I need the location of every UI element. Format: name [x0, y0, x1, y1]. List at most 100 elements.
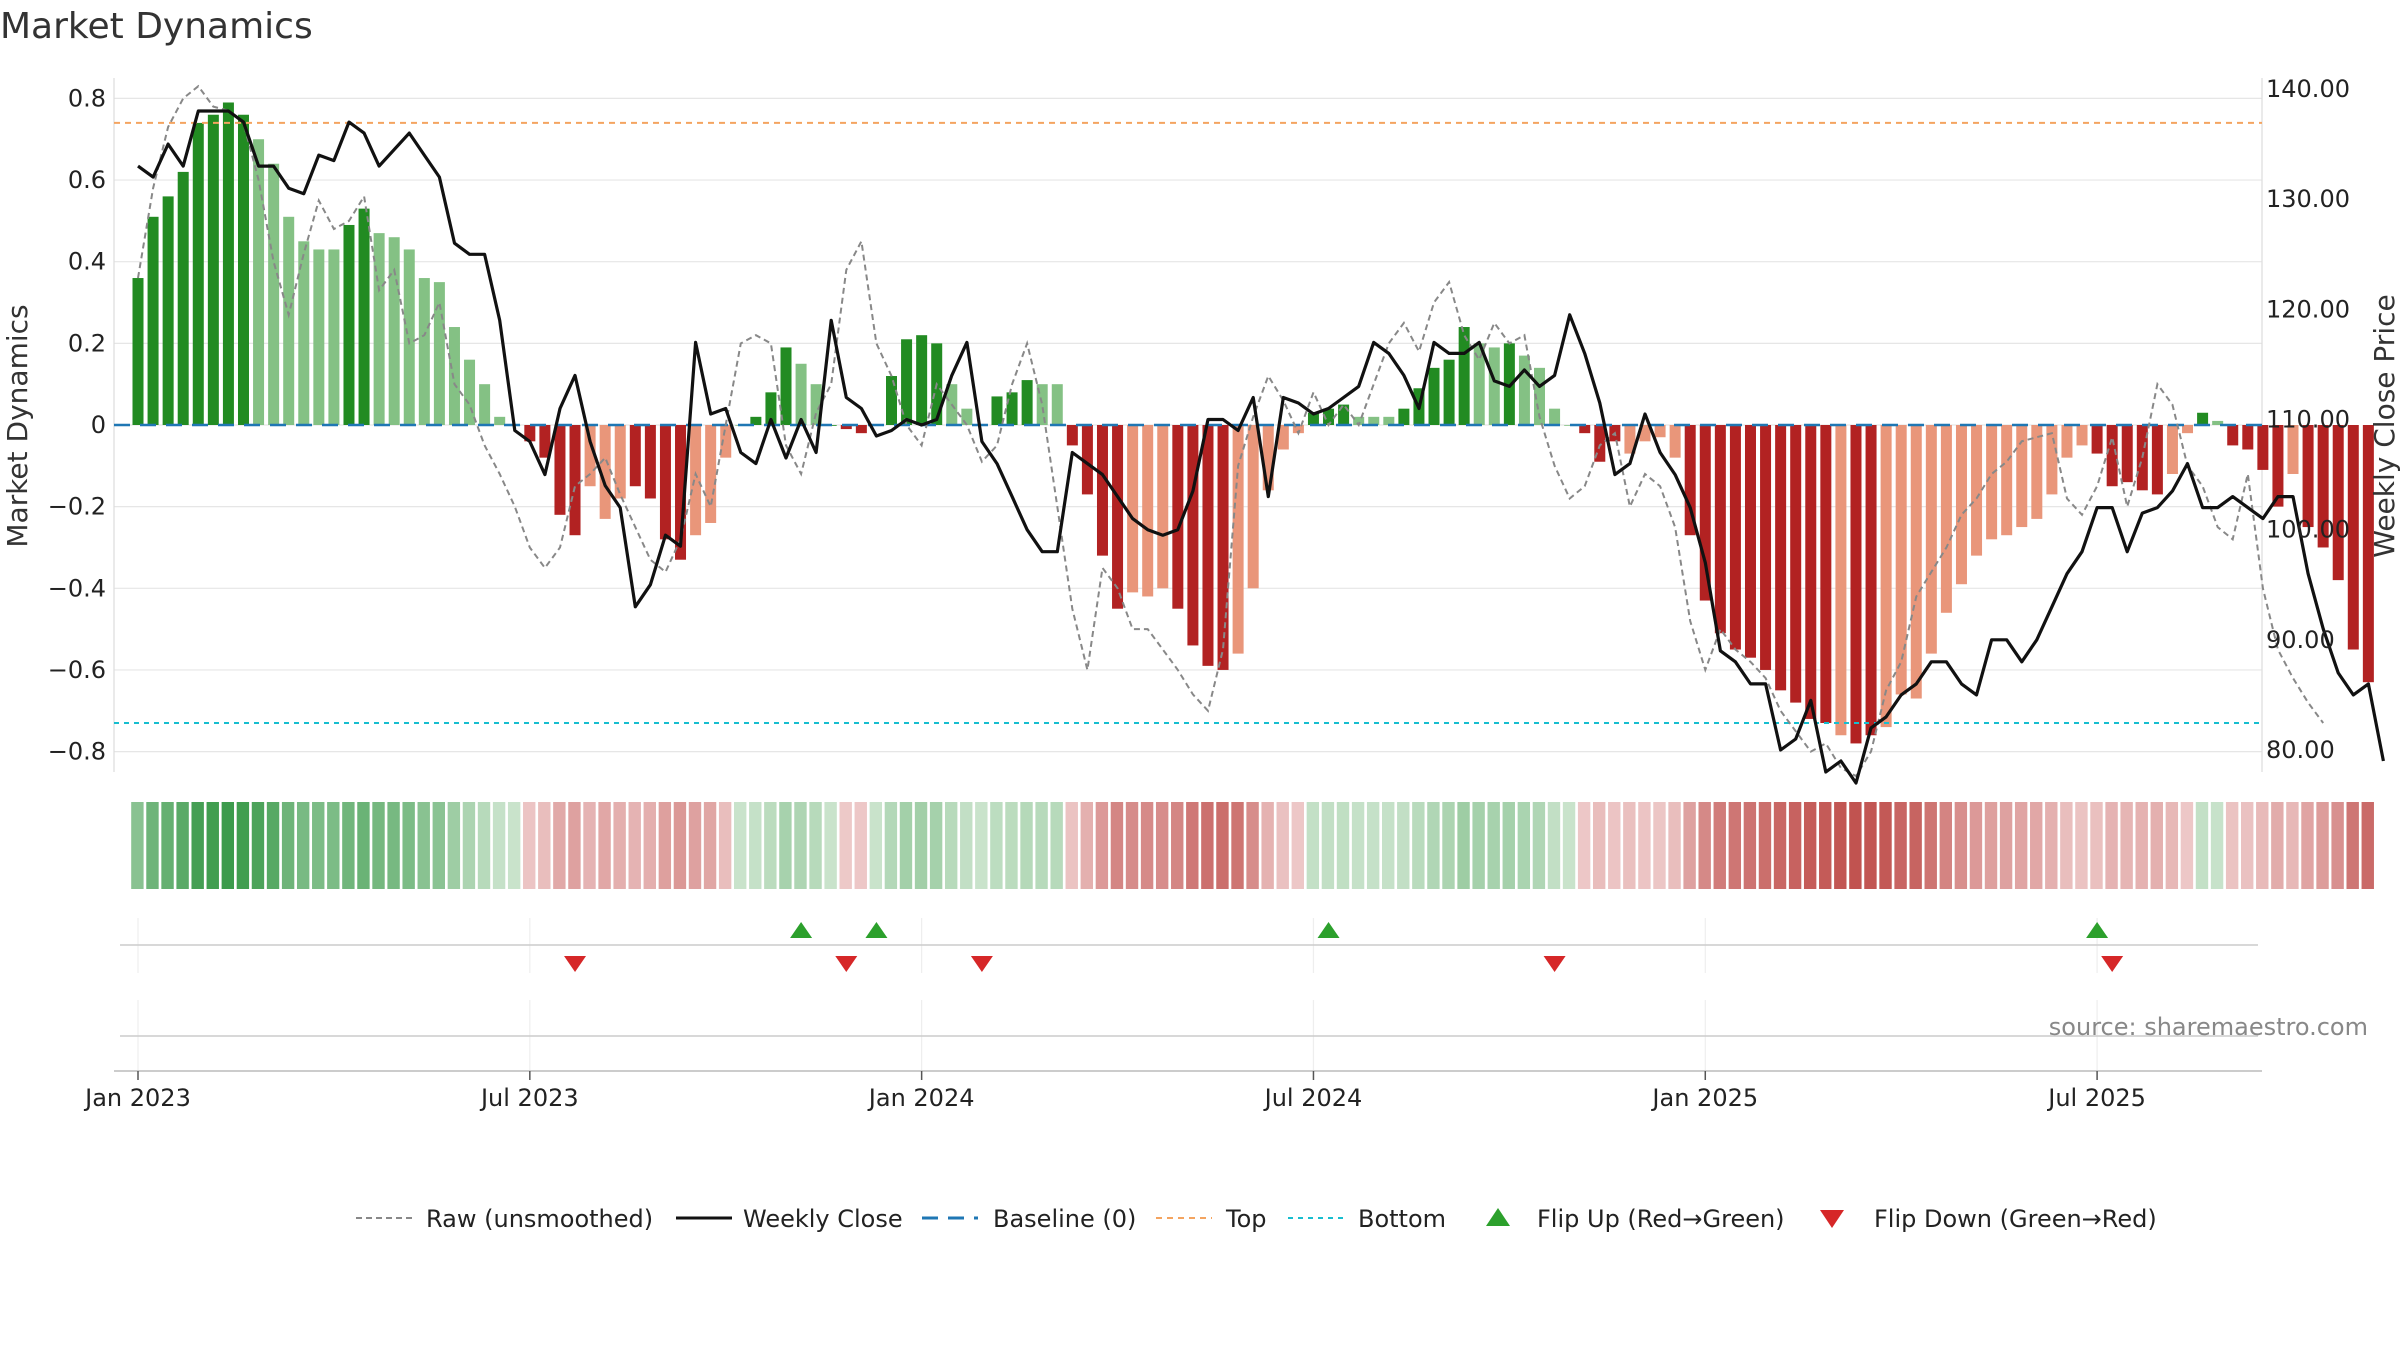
right-tick-label: 140.00	[2266, 75, 2350, 103]
regime-cell	[251, 802, 265, 889]
regime-cell	[1397, 802, 1410, 889]
bar	[1925, 425, 1937, 654]
regime-cell	[1155, 802, 1169, 889]
bar	[418, 278, 430, 425]
x-tick-label: Jul 2025	[2046, 1084, 2146, 1112]
regime-cell	[1306, 802, 1320, 889]
bar	[750, 416, 762, 425]
regime-cell	[779, 802, 792, 889]
regime-cell	[221, 802, 235, 889]
bar	[1549, 408, 1561, 425]
regime-cell	[2286, 802, 2299, 889]
bar	[1820, 425, 1832, 724]
regime-cell	[1291, 802, 1304, 889]
empty-panel	[114, 1000, 2262, 1072]
regime-cell	[462, 802, 476, 889]
bar-series	[132, 102, 2374, 744]
bar	[1323, 408, 1335, 425]
bar	[1428, 367, 1440, 425]
regime-cell	[2075, 802, 2088, 889]
bar	[2347, 425, 2359, 650]
regime-cell	[1382, 802, 1395, 889]
regime-cell	[643, 802, 656, 889]
bar	[373, 233, 385, 425]
bar	[1443, 359, 1455, 425]
bar	[2151, 425, 2163, 495]
bar	[1729, 425, 1741, 650]
bar	[1579, 425, 1591, 434]
regime-cell	[854, 802, 867, 889]
bar	[1910, 425, 1922, 699]
bar	[1096, 425, 1108, 556]
regime-cell	[1728, 802, 1742, 889]
regime-cell	[1186, 802, 1199, 889]
regime-cell	[2060, 802, 2073, 889]
bar	[268, 163, 280, 425]
regime-cell	[2271, 802, 2284, 889]
right-tick-label: 110.00	[2266, 405, 2350, 433]
regime-cell	[2316, 802, 2329, 889]
regime-cell	[613, 802, 626, 889]
left-tick-label: 0.2	[68, 329, 106, 357]
bar	[961, 408, 973, 425]
regime-cell	[884, 802, 898, 889]
bar	[1699, 425, 1711, 601]
x-axis: Jan 2023 Jul 2023 Jan 2024 Jul 2024 Jan 2025…	[83, 1071, 2146, 1112]
regime-cell	[568, 802, 581, 889]
regime-cell	[553, 802, 566, 889]
bar	[2166, 425, 2178, 474]
bar	[1021, 380, 1033, 425]
regime-cell	[2135, 802, 2148, 889]
raw-series-line	[137, 84, 2325, 778]
bar	[2317, 425, 2329, 548]
regime-cell	[1547, 802, 1561, 889]
regime-cell	[914, 802, 928, 889]
left-tick-label: −0.8	[48, 738, 106, 766]
regime-cell	[899, 802, 913, 889]
regime-cell	[944, 802, 958, 889]
bar	[1805, 425, 1817, 719]
regime-cell	[1803, 802, 1817, 889]
bar	[1202, 425, 1214, 666]
bar	[358, 208, 370, 425]
right-tick-label: 80.00	[2266, 736, 2335, 764]
bar	[1654, 425, 1666, 438]
bar	[2332, 425, 2344, 581]
bar	[1247, 425, 1259, 589]
bar	[1488, 347, 1500, 425]
flip-down-marker	[835, 956, 858, 972]
bar	[1172, 425, 1184, 609]
bar	[1473, 343, 1485, 425]
bar	[720, 425, 732, 458]
regime-cell	[688, 802, 702, 889]
regime-cell	[1819, 802, 1832, 889]
bar	[1081, 425, 1093, 495]
bar	[1744, 425, 1756, 658]
legend-label: Weekly Close	[743, 1205, 903, 1233]
bar	[479, 384, 491, 425]
left-tick-label: 0.6	[68, 166, 106, 194]
bar	[147, 216, 159, 425]
bar	[433, 282, 445, 425]
regime-cell	[764, 802, 777, 889]
bar	[328, 249, 340, 425]
x-tick-label: Jan 2024	[867, 1084, 975, 1112]
bar	[886, 376, 897, 425]
regime-cell	[2105, 802, 2118, 889]
legend-label: Baseline (0)	[993, 1205, 1136, 1233]
bar	[1940, 425, 1952, 613]
regime-cell	[1683, 802, 1696, 889]
bar	[132, 278, 144, 425]
right-tick-label: 100.00	[2266, 516, 2350, 544]
bar	[2257, 425, 2269, 470]
right-tick-label: 130.00	[2266, 185, 2350, 213]
regime-cell	[417, 802, 430, 889]
regime-cell	[960, 802, 973, 889]
bar	[298, 241, 310, 425]
bar	[222, 102, 234, 426]
flip-marker-panel	[120, 918, 2258, 973]
right-tick-label: 120.00	[2266, 295, 2350, 323]
bar	[2076, 425, 2088, 446]
regime-cell	[447, 802, 461, 889]
